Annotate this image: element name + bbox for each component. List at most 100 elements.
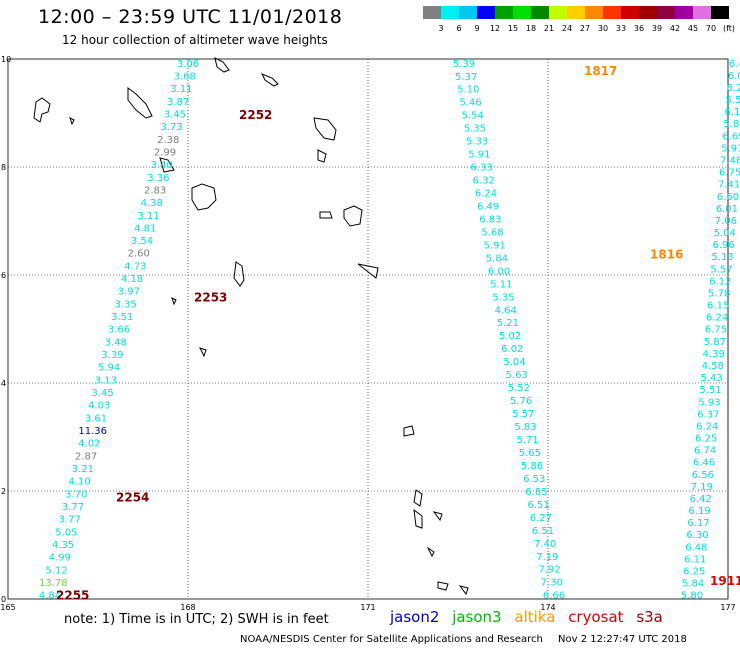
wave-height-value: 5.91 (484, 240, 506, 251)
wave-height-value: 5.84 (682, 579, 704, 590)
wave-height-value: 4.73 (124, 261, 146, 272)
wave-height-value: 5.51 (699, 385, 721, 396)
island (199, 347, 207, 358)
x-tick-label: 174 (540, 603, 555, 612)
wave-height-value: 6.48 (685, 542, 707, 553)
wave-height-value: 4.18 (121, 274, 143, 285)
wave-height-value: 6.02 (728, 71, 740, 82)
wave-height-value: 6.83 (479, 214, 501, 225)
legend-altika: altika (514, 608, 556, 626)
wave-height-value: 6.33 (470, 163, 492, 174)
island (233, 261, 245, 287)
wave-height-value: 7.19 (536, 552, 558, 563)
wave-height-value: 5.91 (468, 150, 490, 161)
y-tick-label: 2 (1, 487, 6, 496)
island (159, 157, 175, 173)
footer-timestamp: Nov 2 12:27:47 UTC 2018 (558, 634, 687, 645)
wave-height-value: 5.93 (698, 397, 720, 408)
units-note: note: 1) Time is in UTC; 2) SWH is in fe… (64, 612, 329, 627)
colorbar-swatch (585, 6, 603, 19)
wave-height-value: 4.10 (68, 477, 90, 488)
wave-height-value: 7.30 (541, 578, 563, 589)
wave-height-value: 2.99 (154, 147, 176, 158)
pass-time-label: 1816 (650, 247, 683, 261)
wave-height-value: 5.80 (681, 591, 703, 602)
pass-time-label: 1817 (584, 64, 617, 78)
colorbar-tick: 15 (508, 24, 518, 33)
island (437, 581, 449, 591)
wave-height-value: 6.96 (713, 240, 735, 251)
colorbar-tick: 33 (616, 24, 626, 33)
wave-height-value: 6.85 (525, 487, 547, 498)
colorbar-tick: 6 (456, 24, 461, 33)
wave-height-value: 4.84 (39, 591, 61, 602)
y-tick-label: 10 (1, 55, 11, 64)
wave-height-value: 3.70 (65, 489, 87, 500)
wave-height-value: 6.51 (528, 500, 550, 511)
wave-height-value: 5.04 (503, 357, 525, 368)
colorbar-swatch (441, 6, 459, 19)
wave-height-value: 3.87 (167, 97, 189, 108)
map-subtitle: 12 hour collection of altimeter wave hei… (62, 33, 328, 47)
wave-height-value: 6.60 (717, 192, 739, 203)
wave-height-value: 7.48 (720, 155, 740, 166)
wave-height-value: 4.03 (88, 401, 110, 412)
colorbar-tick: (ft) (723, 24, 735, 33)
map-title: 12:00 – 23:59 UTC 11/01/2018 (38, 6, 343, 28)
x-tick-label: 171 (360, 603, 375, 612)
island (313, 117, 337, 141)
wave-height-value: 2.60 (128, 249, 150, 260)
wave-height-value: 7.41 (718, 180, 740, 191)
wave-height-value: 3.39 (101, 350, 123, 361)
wave-height-value: 6.51 (532, 526, 554, 537)
colorbar-swatch (477, 6, 495, 19)
colorbar-swatch (693, 6, 711, 19)
wave-height-value: 5.11 (490, 279, 512, 290)
colorbar-tick: 45 (688, 24, 698, 33)
footer-credit: NOAA/NESDIS Center for Satellite Applica… (240, 634, 699, 645)
wave-height-value: 6.11 (684, 554, 706, 565)
wave-height-value: 5.35 (492, 292, 514, 303)
colorbar-swatch (549, 6, 567, 19)
wave-height-value: 4.35 (52, 540, 74, 551)
wave-height-value: 6.24 (696, 421, 718, 432)
legend-cryosat: cryosat (568, 608, 624, 626)
wave-height-value: 5.57 (512, 409, 534, 420)
wave-height-value: 6.01 (716, 204, 738, 215)
colorbar-tick: 3 (438, 24, 443, 33)
wave-height-value: 5.37 (455, 72, 477, 83)
wave-height-value: 7.06 (715, 216, 737, 227)
island (191, 183, 217, 211)
x-tick-label: 168 (180, 603, 195, 612)
wave-height-value: 6.75 (705, 325, 727, 336)
wave-height-value: 3.21 (72, 464, 94, 475)
wave-height-value: 3.77 (62, 502, 84, 513)
wave-height-value: 4.99 (49, 553, 71, 564)
colorbar-swatch (621, 6, 639, 19)
wave-height-value: 6.27 (530, 513, 552, 524)
wave-height-value: 6.56 (692, 470, 714, 481)
wave-height-value: 3.11 (137, 211, 159, 222)
island (413, 489, 423, 507)
wave-height-value: 4.39 (703, 349, 725, 360)
wave-height-value: 3.68 (174, 71, 196, 82)
colorbar-swatch (423, 6, 441, 19)
wave-height-value: 4.02 (78, 439, 100, 450)
wave-height-value: 6.49 (477, 201, 499, 212)
wave-height-value: 5.12 (45, 565, 67, 576)
wave-height-value: 5.02 (499, 331, 521, 342)
wave-height-value: 5.10 (457, 85, 479, 96)
wave-height-value: 3.77 (59, 515, 81, 526)
island (403, 425, 415, 437)
pass-time-label: 2255 (56, 589, 89, 603)
wave-height-value: 4.81 (134, 223, 156, 234)
wave-height-value: 5.78 (708, 288, 730, 299)
pass-time-label: 2254 (116, 490, 149, 504)
colorbar-swatch (567, 6, 585, 19)
island (33, 97, 51, 123)
y-tick-label: 6 (1, 271, 6, 280)
wave-height-value: 5.68 (481, 227, 503, 238)
wave-height-value: 4.38 (141, 198, 163, 209)
wave-height-value: 5.33 (466, 137, 488, 148)
